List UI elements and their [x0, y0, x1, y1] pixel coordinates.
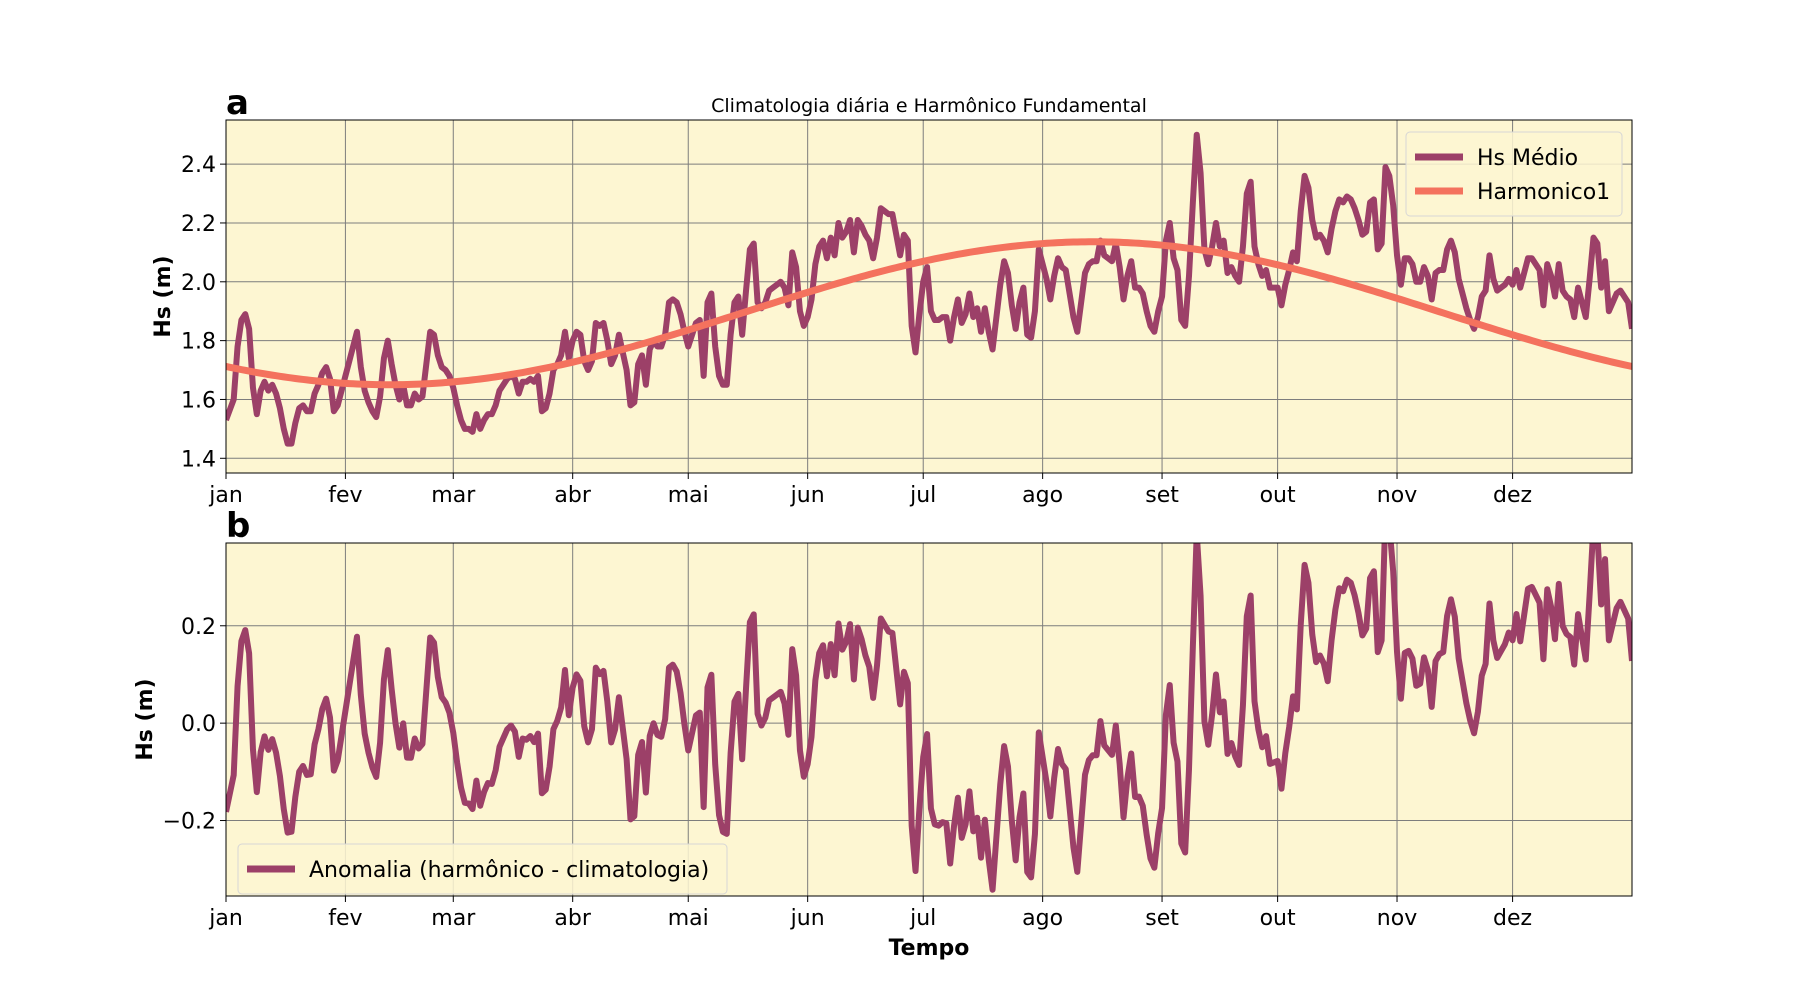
- x-axis-label: Tempo: [889, 936, 970, 961]
- legend-frame: [1405, 131, 1623, 217]
- y-tick-label: 1.8: [181, 330, 216, 355]
- y-tick-label: 1.4: [181, 447, 216, 472]
- x-tick-label: fev: [328, 483, 362, 508]
- y-axis-label-a: Hs (m): [151, 255, 176, 337]
- x-tick-label: jan: [208, 906, 243, 931]
- chart-title: Climatologia diária e Harmônico Fundamen…: [711, 95, 1147, 117]
- x-tick-label: jul: [909, 483, 936, 508]
- legend-entry: Anomalia (harmônico - climatologia): [309, 858, 709, 883]
- y-tick-label: 1.6: [181, 388, 216, 413]
- x-tick-label: out: [1260, 483, 1296, 508]
- x-tick-label: mar: [431, 906, 476, 931]
- panel-a: jan fev mar abr mai jun jul ago set out nov dez 1.4 1…: [151, 83, 1633, 508]
- x-tick-label: mai: [668, 906, 709, 931]
- x-tick-label: set: [1145, 906, 1179, 931]
- x-tick-label: nov: [1377, 906, 1417, 931]
- x-tick-label: mai: [668, 483, 709, 508]
- x-tick-label: mar: [431, 483, 476, 508]
- x-tick-label: ago: [1022, 483, 1063, 508]
- plot-frame-b: [225, 542, 1633, 897]
- x-tick-label: out: [1260, 906, 1296, 931]
- series-line-anomalia: [226, 543, 1632, 893]
- panel-b: jan fev mar abr mai jun jul ago set out nov dez −0.2…: [133, 506, 1633, 961]
- x-tick-label: dez: [1493, 906, 1532, 931]
- series-line-hs-medio: [226, 131, 1632, 447]
- y-axis-label-b: Hs (m): [133, 678, 158, 760]
- ticks-b: jan fev mar abr mai jun jul ago set out nov dez −0.2…: [163, 615, 1533, 931]
- y-tick-label: 0.2: [181, 615, 216, 640]
- x-tick-label: jun: [790, 906, 825, 931]
- series-group-b: [226, 543, 1632, 893]
- y-tick-label: 2.4: [181, 153, 216, 178]
- plot-area-b: [226, 543, 1632, 896]
- y-tick-label: 0.0: [181, 712, 216, 737]
- x-tick-label: fev: [328, 906, 362, 931]
- x-tick-label: set: [1145, 483, 1179, 508]
- y-tick-label: −0.2: [163, 810, 216, 835]
- x-tick-label: abr: [554, 906, 591, 931]
- x-tick-label: jun: [790, 483, 825, 508]
- x-tick-label: dez: [1493, 483, 1532, 508]
- ticks-a: jan fev mar abr mai jun jul ago set out nov dez 1.4 1…: [181, 153, 1532, 508]
- series-group-a: [226, 131, 1632, 447]
- y-tick-label: 2.2: [181, 212, 216, 237]
- legend-b: Anomalia (harmônico - climatologia): [237, 843, 728, 895]
- x-tick-label: abr: [554, 483, 591, 508]
- plot-frame-a: [225, 119, 1633, 474]
- y-tick-label: 2.0: [181, 271, 216, 296]
- series-line-harmonico1: [226, 238, 1632, 389]
- x-tick-label: jan: [208, 483, 243, 508]
- legend-entry: Harmonico1: [1477, 180, 1610, 205]
- legend-entry: Hs Médio: [1477, 146, 1578, 171]
- x-tick-label: jul: [909, 906, 936, 931]
- legend-a: Hs Médio Harmonico1: [1405, 131, 1623, 217]
- panel-letter-b: b: [226, 506, 250, 546]
- legend-frame: [237, 843, 728, 895]
- panel-letter-a: a: [226, 83, 249, 123]
- x-tick-label: nov: [1377, 483, 1417, 508]
- x-tick-label: ago: [1022, 906, 1063, 931]
